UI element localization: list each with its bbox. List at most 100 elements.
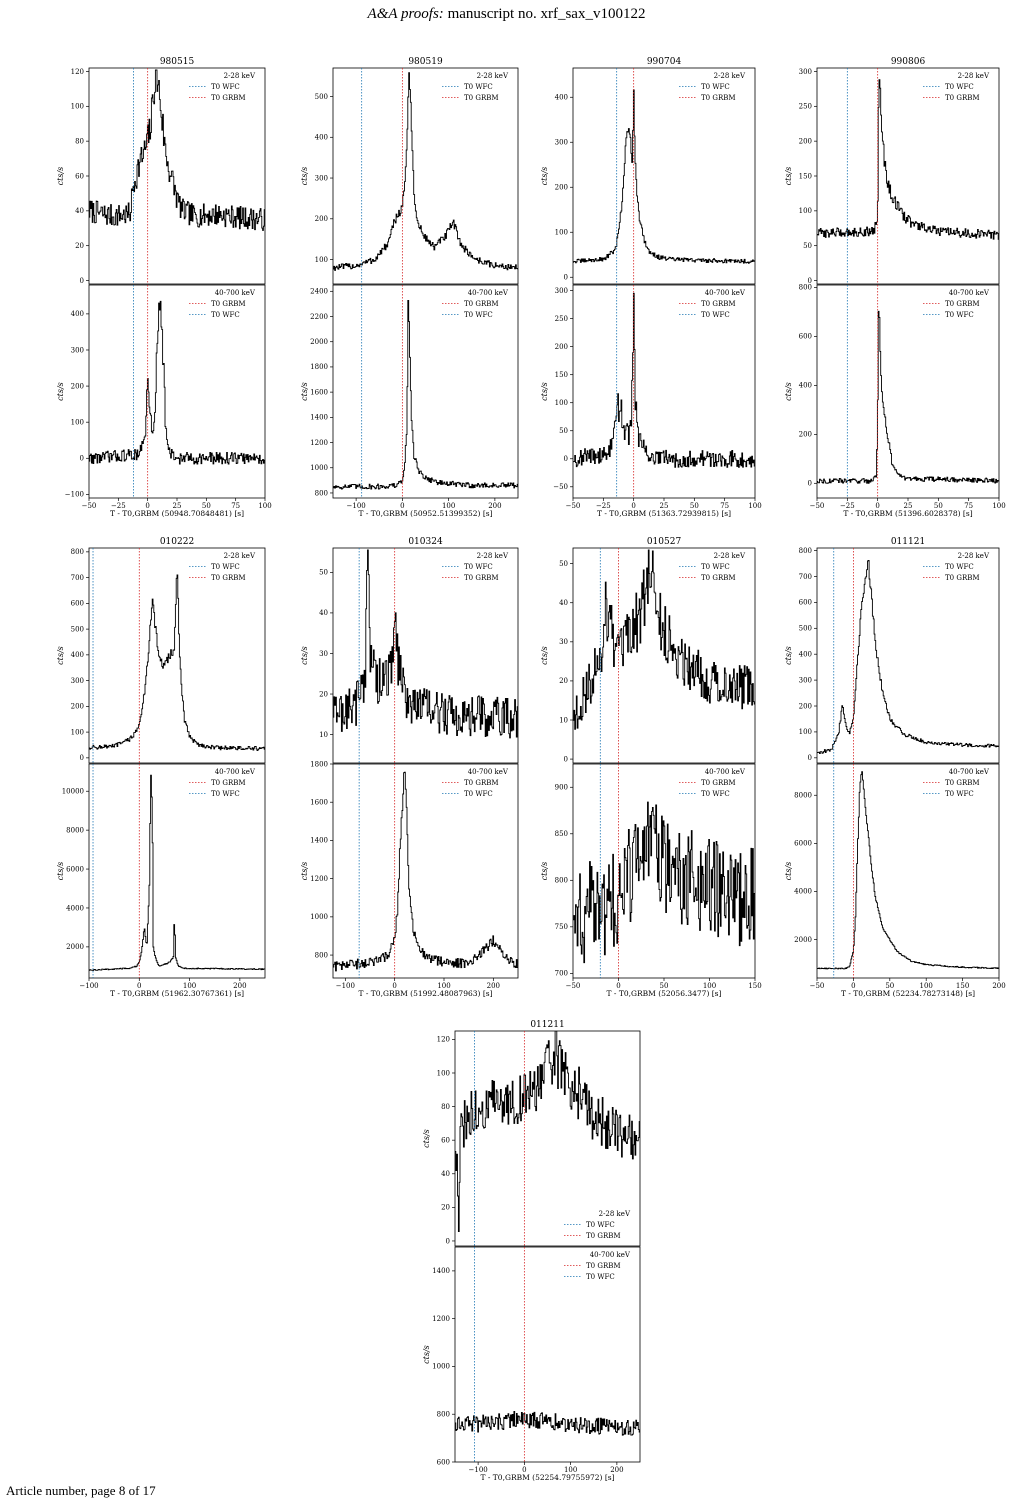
- x-tick-label: 100: [183, 982, 196, 990]
- y-tick-label: 100: [71, 103, 84, 111]
- x-tick-label: 0: [137, 982, 141, 990]
- legend-band: 2-28 keV: [224, 552, 256, 560]
- y-tick-label: 200: [555, 184, 568, 192]
- chart-title: 011121: [891, 537, 925, 547]
- x-tick-label: −100: [336, 982, 355, 990]
- panel-soft: 0 20 40 60 80 100 120 cts/s 2-28 keV T0 WFC T0 GRB…: [56, 67, 266, 285]
- legend-band: 40-700 keV: [215, 768, 256, 776]
- y-tick-label: 80: [441, 1103, 450, 1111]
- x-tick-label: −50: [810, 502, 825, 510]
- x-tick-label: −50: [810, 982, 825, 990]
- legend-entry: T0 WFC: [701, 563, 730, 571]
- y-tick-label: 200: [71, 382, 84, 390]
- y-tick-label: 700: [799, 573, 812, 581]
- legend-band: 2-28 keV: [477, 552, 509, 560]
- x-tick-label: 50: [934, 502, 943, 510]
- light-curve: [89, 574, 265, 751]
- x-tick-label: −25: [111, 502, 126, 510]
- y-tick-label: 30: [319, 650, 328, 658]
- y-tick-label: 120: [71, 68, 84, 76]
- legend-entry: T0 GRBM: [701, 300, 736, 308]
- chart-title: 011211: [530, 1020, 564, 1030]
- light-curve: [333, 72, 518, 271]
- y-tick-label: 700: [555, 970, 568, 978]
- panel-soft: 0 100 200 300 400 cts/s 2-28 keV T0 WFC T0 GRBM: [540, 67, 756, 285]
- y-tick-label: 0: [564, 274, 568, 282]
- y-tick-label: 0: [80, 277, 84, 285]
- y-tick-label: 1000: [310, 913, 328, 921]
- x-tick-label: 100: [437, 982, 450, 990]
- y-tick-label: 100: [315, 256, 328, 264]
- y-tick-label: 4000: [794, 888, 812, 896]
- light-curve: [573, 549, 755, 730]
- y-tick-label: 10: [559, 716, 568, 724]
- y-tick-label: 20: [75, 242, 84, 250]
- x-tick-label: 0: [875, 502, 879, 510]
- y-tick-label: 250: [799, 103, 812, 111]
- grb-011211: 011211 0 20 40 60 80 100 120 cts/s 2-28 keV T0 WFC…: [422, 1020, 641, 1482]
- legend-entry: T0 WFC: [586, 1221, 615, 1229]
- x-tick-label: −100: [347, 502, 366, 510]
- y-tick-label: 1800: [310, 363, 328, 371]
- light-curve: [333, 771, 518, 972]
- panel-soft: 0 20 40 60 80 100 120 cts/s 2-28 keV T0 WFC T0 GRB…: [422, 1030, 641, 1247]
- y-tick-label: 800: [799, 547, 812, 555]
- y-tick-label: −100: [65, 491, 84, 499]
- panel-frame: [454, 1030, 641, 1247]
- panel-frame: [332, 763, 519, 979]
- y-tick-label: 2000: [66, 943, 84, 951]
- y-tick-label: 100: [799, 207, 812, 215]
- x-tick-label: 100: [442, 502, 455, 510]
- y-tick-label: 80: [75, 137, 84, 145]
- y-tick-label: 750: [555, 923, 568, 931]
- grb-010222: 010222 0 100 200 300 400 500 600 700 800 cts/s 2-28…: [56, 537, 266, 998]
- x-tick-label: −25: [596, 502, 611, 510]
- y-tick-label: 100: [799, 728, 812, 736]
- x-tick-label: 100: [564, 1466, 577, 1474]
- y-axis-label: cts/s: [540, 862, 549, 881]
- y-tick-label: 0: [808, 277, 812, 285]
- x-tick-label: 50: [202, 502, 211, 510]
- x-tick-label: 50: [690, 502, 699, 510]
- y-tick-label: 1200: [310, 439, 328, 447]
- legend-entry: T0 WFC: [586, 1273, 615, 1281]
- x-tick-label: 200: [488, 502, 501, 510]
- y-axis-label: cts/s: [300, 862, 309, 881]
- y-tick-label: 400: [799, 651, 812, 659]
- chart-title: 990704: [647, 57, 682, 67]
- light-curve: [573, 292, 755, 468]
- y-tick-label: 500: [71, 625, 84, 633]
- light-curve: [89, 69, 265, 231]
- y-tick-label: 40: [441, 1170, 450, 1178]
- light-curve: [333, 300, 518, 490]
- light-curve: [455, 1031, 640, 1232]
- y-tick-label: 1600: [310, 388, 328, 396]
- y-tick-label: 400: [71, 310, 84, 318]
- x-axis-label: T - T0,GRBM (50948.70848481) [s]: [110, 509, 244, 518]
- x-tick-label: 200: [992, 982, 1005, 990]
- y-tick-label: 2000: [794, 936, 812, 944]
- x-tick-label: 0: [400, 502, 404, 510]
- y-tick-label: 20: [559, 677, 568, 685]
- panel-soft: 100 200 300 400 500 cts/s 2-28 keV T0 WFC T0 GRB…: [300, 67, 519, 285]
- y-tick-label: 8000: [66, 826, 84, 834]
- y-tick-label: 300: [71, 677, 84, 685]
- y-tick-label: 50: [559, 427, 568, 435]
- legend-entry: T0 GRBM: [211, 300, 246, 308]
- panel-frame: [332, 284, 519, 499]
- x-tick-label: −50: [82, 502, 97, 510]
- legend-entry: T0 GRBM: [211, 779, 246, 787]
- legend-band: 40-700 keV: [949, 289, 990, 297]
- light-curve: [89, 300, 265, 465]
- legend-entry: T0 WFC: [211, 311, 240, 319]
- y-tick-label: 50: [803, 242, 812, 250]
- y-tick-label: 2400: [310, 288, 328, 296]
- x-axis-label: T - T0,GRBM (52056.3477) [s]: [607, 989, 722, 998]
- y-tick-label: 30: [559, 638, 568, 646]
- panel-soft: 0 100 200 300 400 500 600 700 800 cts/s 2-28 keV T0…: [784, 547, 1000, 764]
- legend-entry: T0 WFC: [464, 311, 493, 319]
- legend-band: 40-700 keV: [468, 289, 509, 297]
- x-axis-label: T - T0,GRBM (51992.48087963) [s]: [358, 989, 492, 998]
